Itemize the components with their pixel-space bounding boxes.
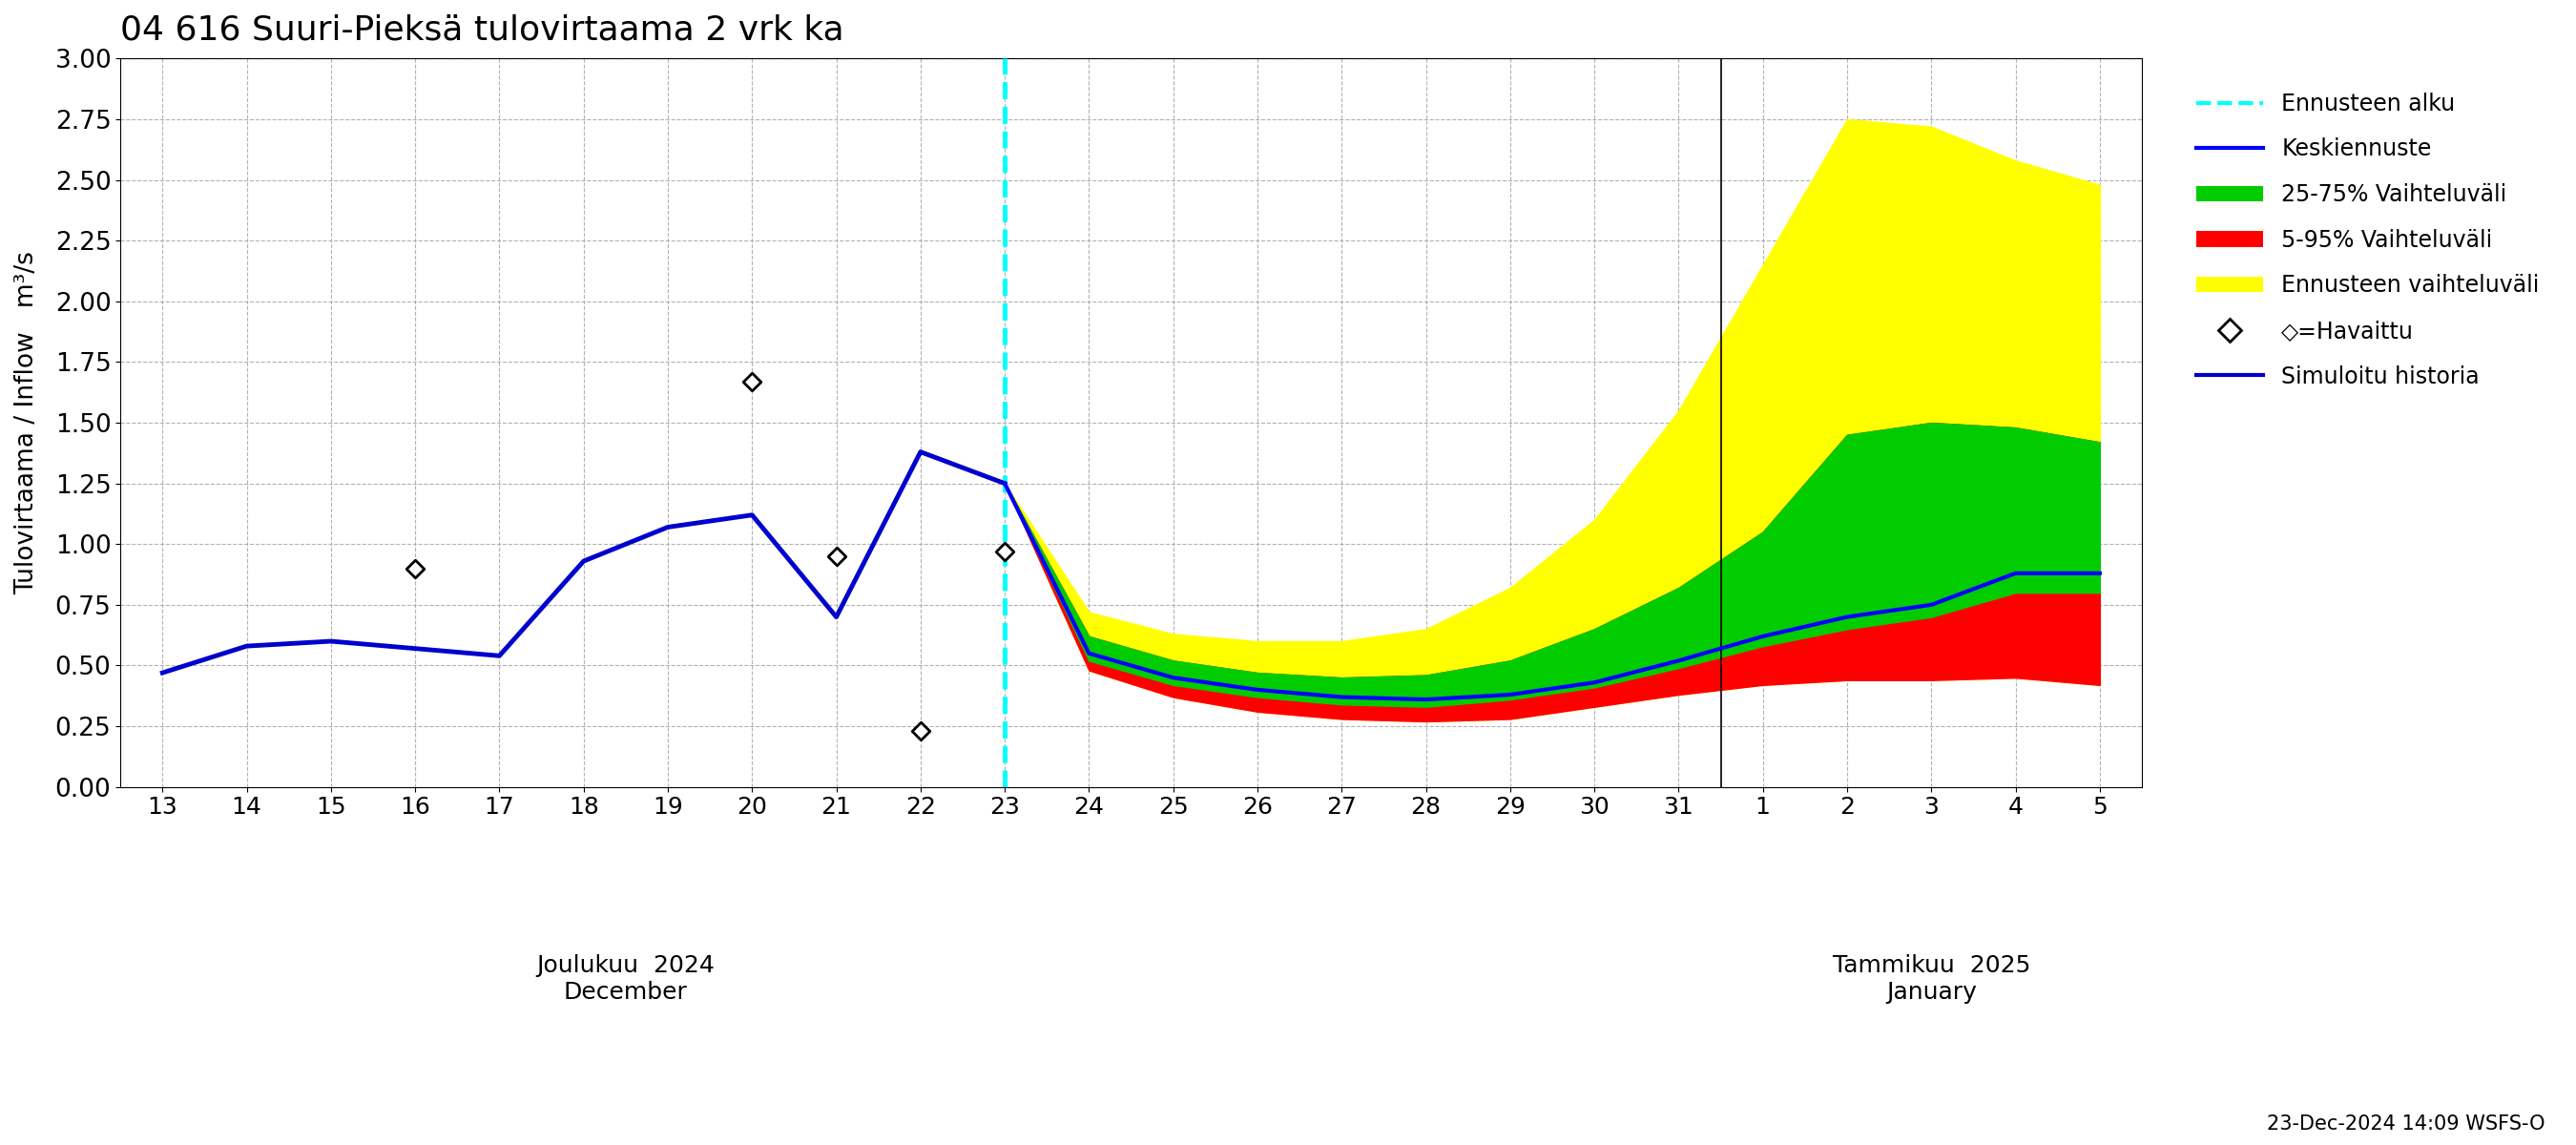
- Point: [899, 721, 940, 740]
- Text: 23-Dec-2024 14:09 WSFS-O: 23-Dec-2024 14:09 WSFS-O: [2267, 1114, 2545, 1134]
- Point: [732, 372, 773, 390]
- Text: Tammikuu  2025
January: Tammikuu 2025 January: [1832, 955, 2030, 1004]
- Legend: Ennusteen alku, Keskiennuste, 25-75% Vaihteluväli, 5-95% Vaihteluväli, Ennusteen: Ennusteen alku, Keskiennuste, 25-75% Vai…: [2174, 70, 2563, 410]
- Text: 04 616 Suuri-Pieksä tulovirtaama 2 vrk ka: 04 616 Suuri-Pieksä tulovirtaama 2 vrk k…: [121, 14, 845, 47]
- Y-axis label: Tulovirtaama / Inflow   m³/s: Tulovirtaama / Inflow m³/s: [15, 251, 39, 594]
- Point: [817, 547, 858, 566]
- Text: Joulukuu  2024
December: Joulukuu 2024 December: [536, 955, 716, 1004]
- Point: [984, 543, 1025, 561]
- Point: [394, 559, 435, 577]
